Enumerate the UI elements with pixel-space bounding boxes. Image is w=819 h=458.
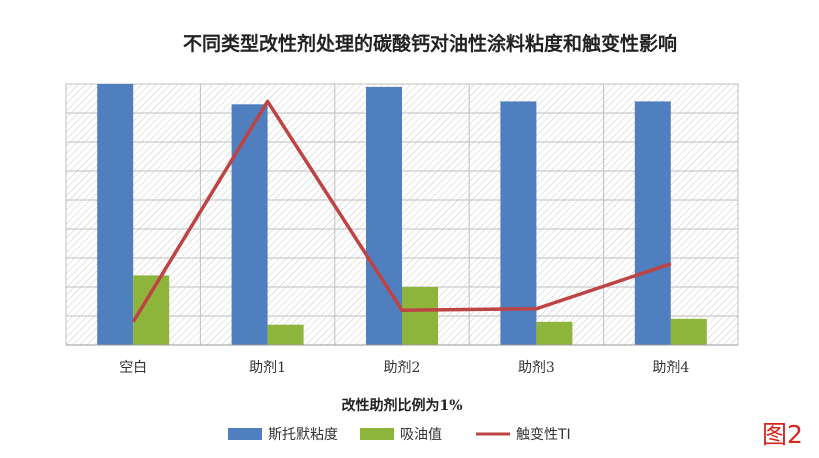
legend-label: 吸油值 <box>400 427 442 443</box>
bar-助剂2-斯托默粘度 <box>366 86 402 346</box>
bar-助剂3-吸油值 <box>536 321 573 345</box>
x-tick-label: 助剂4 <box>652 360 689 376</box>
legend-label: 触变性TI <box>516 427 571 443</box>
figure-tag: 图2 <box>762 420 803 449</box>
x-tick-label: 助剂2 <box>384 360 421 376</box>
legend-label: 斯托默粘度 <box>268 427 338 443</box>
x-axis-ticks: 空白 助剂1 助剂2 助剂3 助剂4 <box>119 360 689 376</box>
bar-助剂4-斯托默粘度 <box>634 101 671 346</box>
legend: 斯托默粘度 吸油值 触变性TI <box>228 427 571 443</box>
bar-助剂1-斯托默粘度 <box>231 104 268 345</box>
bar-助剂2-吸油值 <box>402 287 438 345</box>
bar-助剂1-吸油值 <box>267 324 304 345</box>
x-tick-label: 助剂1 <box>249 360 286 376</box>
bar-助剂4-吸油值 <box>670 318 707 345</box>
bars <box>97 84 707 346</box>
x-tick-label: 空白 <box>119 360 147 376</box>
line-series <box>131 99 672 323</box>
x-tick-label: 助剂3 <box>518 360 555 376</box>
chart-title: 不同类型改性剂处理的碳酸钙对油性涂料粘度和触变性影响 <box>183 32 677 55</box>
x-axis-label: 改性助剂比例为1% <box>341 397 462 414</box>
bar-助剂3-斯托默粘度 <box>500 101 537 346</box>
line-触变性TI <box>131 99 672 323</box>
legend-swatch-斯托默粘度 <box>228 428 262 440</box>
legend-swatch-吸油值 <box>360 428 394 440</box>
bar-空白-斯托默粘度 <box>97 84 134 345</box>
